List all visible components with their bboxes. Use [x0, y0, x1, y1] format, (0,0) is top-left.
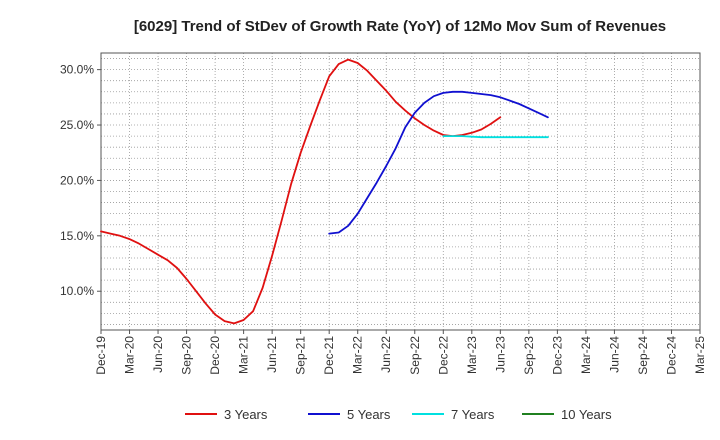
x-tick-label: Dec-20 [208, 336, 222, 375]
x-tick-label: Dec-22 [436, 336, 450, 375]
plot-frame [100, 52, 701, 331]
x-tick-label: Dec-24 [664, 336, 678, 375]
y-tick-label: 15.0% [60, 229, 94, 243]
x-tick-label: Sep-22 [408, 336, 422, 375]
y-tick-label: 10.0% [60, 284, 94, 298]
y-tick-label: 30.0% [60, 63, 94, 77]
x-tick-label: Mar-25 [693, 336, 707, 374]
series-line-5-years [328, 90, 549, 235]
x-tick-label: Mar-20 [123, 336, 137, 374]
x-tick-label: Sep-23 [522, 336, 536, 375]
legend-label: 3 Years [224, 407, 268, 422]
x-tick-label: Dec-19 [94, 336, 108, 375]
legend-label: 10 Years [561, 407, 612, 422]
legend-label: 5 Years [347, 407, 391, 422]
series-line-3-years [100, 58, 502, 325]
x-tick-label: Dec-23 [550, 336, 564, 375]
x-tick-label: Mar-23 [465, 336, 479, 374]
x-tick-label: Mar-24 [579, 336, 593, 374]
plot-background [101, 53, 700, 330]
x-tick-label: Mar-22 [351, 336, 365, 374]
x-tick-label: Jun-22 [379, 336, 393, 373]
chart-title: [6029] Trend of StDev of Growth Rate (Yo… [134, 18, 666, 35]
x-tick-label: Jun-24 [607, 336, 621, 373]
legend-label: 7 Years [451, 407, 495, 422]
x-tick-label: Sep-21 [294, 336, 308, 375]
x-tick-label: Sep-24 [636, 336, 650, 375]
x-tick-label: Sep-20 [180, 336, 194, 375]
x-tick-label: Jun-21 [265, 336, 279, 373]
series-line-7-years [442, 135, 549, 139]
plot-area: 10.0% 15.0% 20.0% 25.0% 30.0% Dec-19 Mar-20 Jun… [60, 52, 707, 375]
x-tick-label: Jun-20 [151, 336, 165, 373]
y-tick-label: 25.0% [60, 118, 94, 132]
x-tick-label: Jun-23 [493, 336, 507, 373]
y-tick-label: 20.0% [60, 173, 94, 187]
x-tick-label: Dec-21 [322, 336, 336, 375]
legend: 3 Years 5 Years 7 Years 10 Years [185, 407, 612, 422]
x-tick-label: Mar-21 [237, 336, 251, 374]
